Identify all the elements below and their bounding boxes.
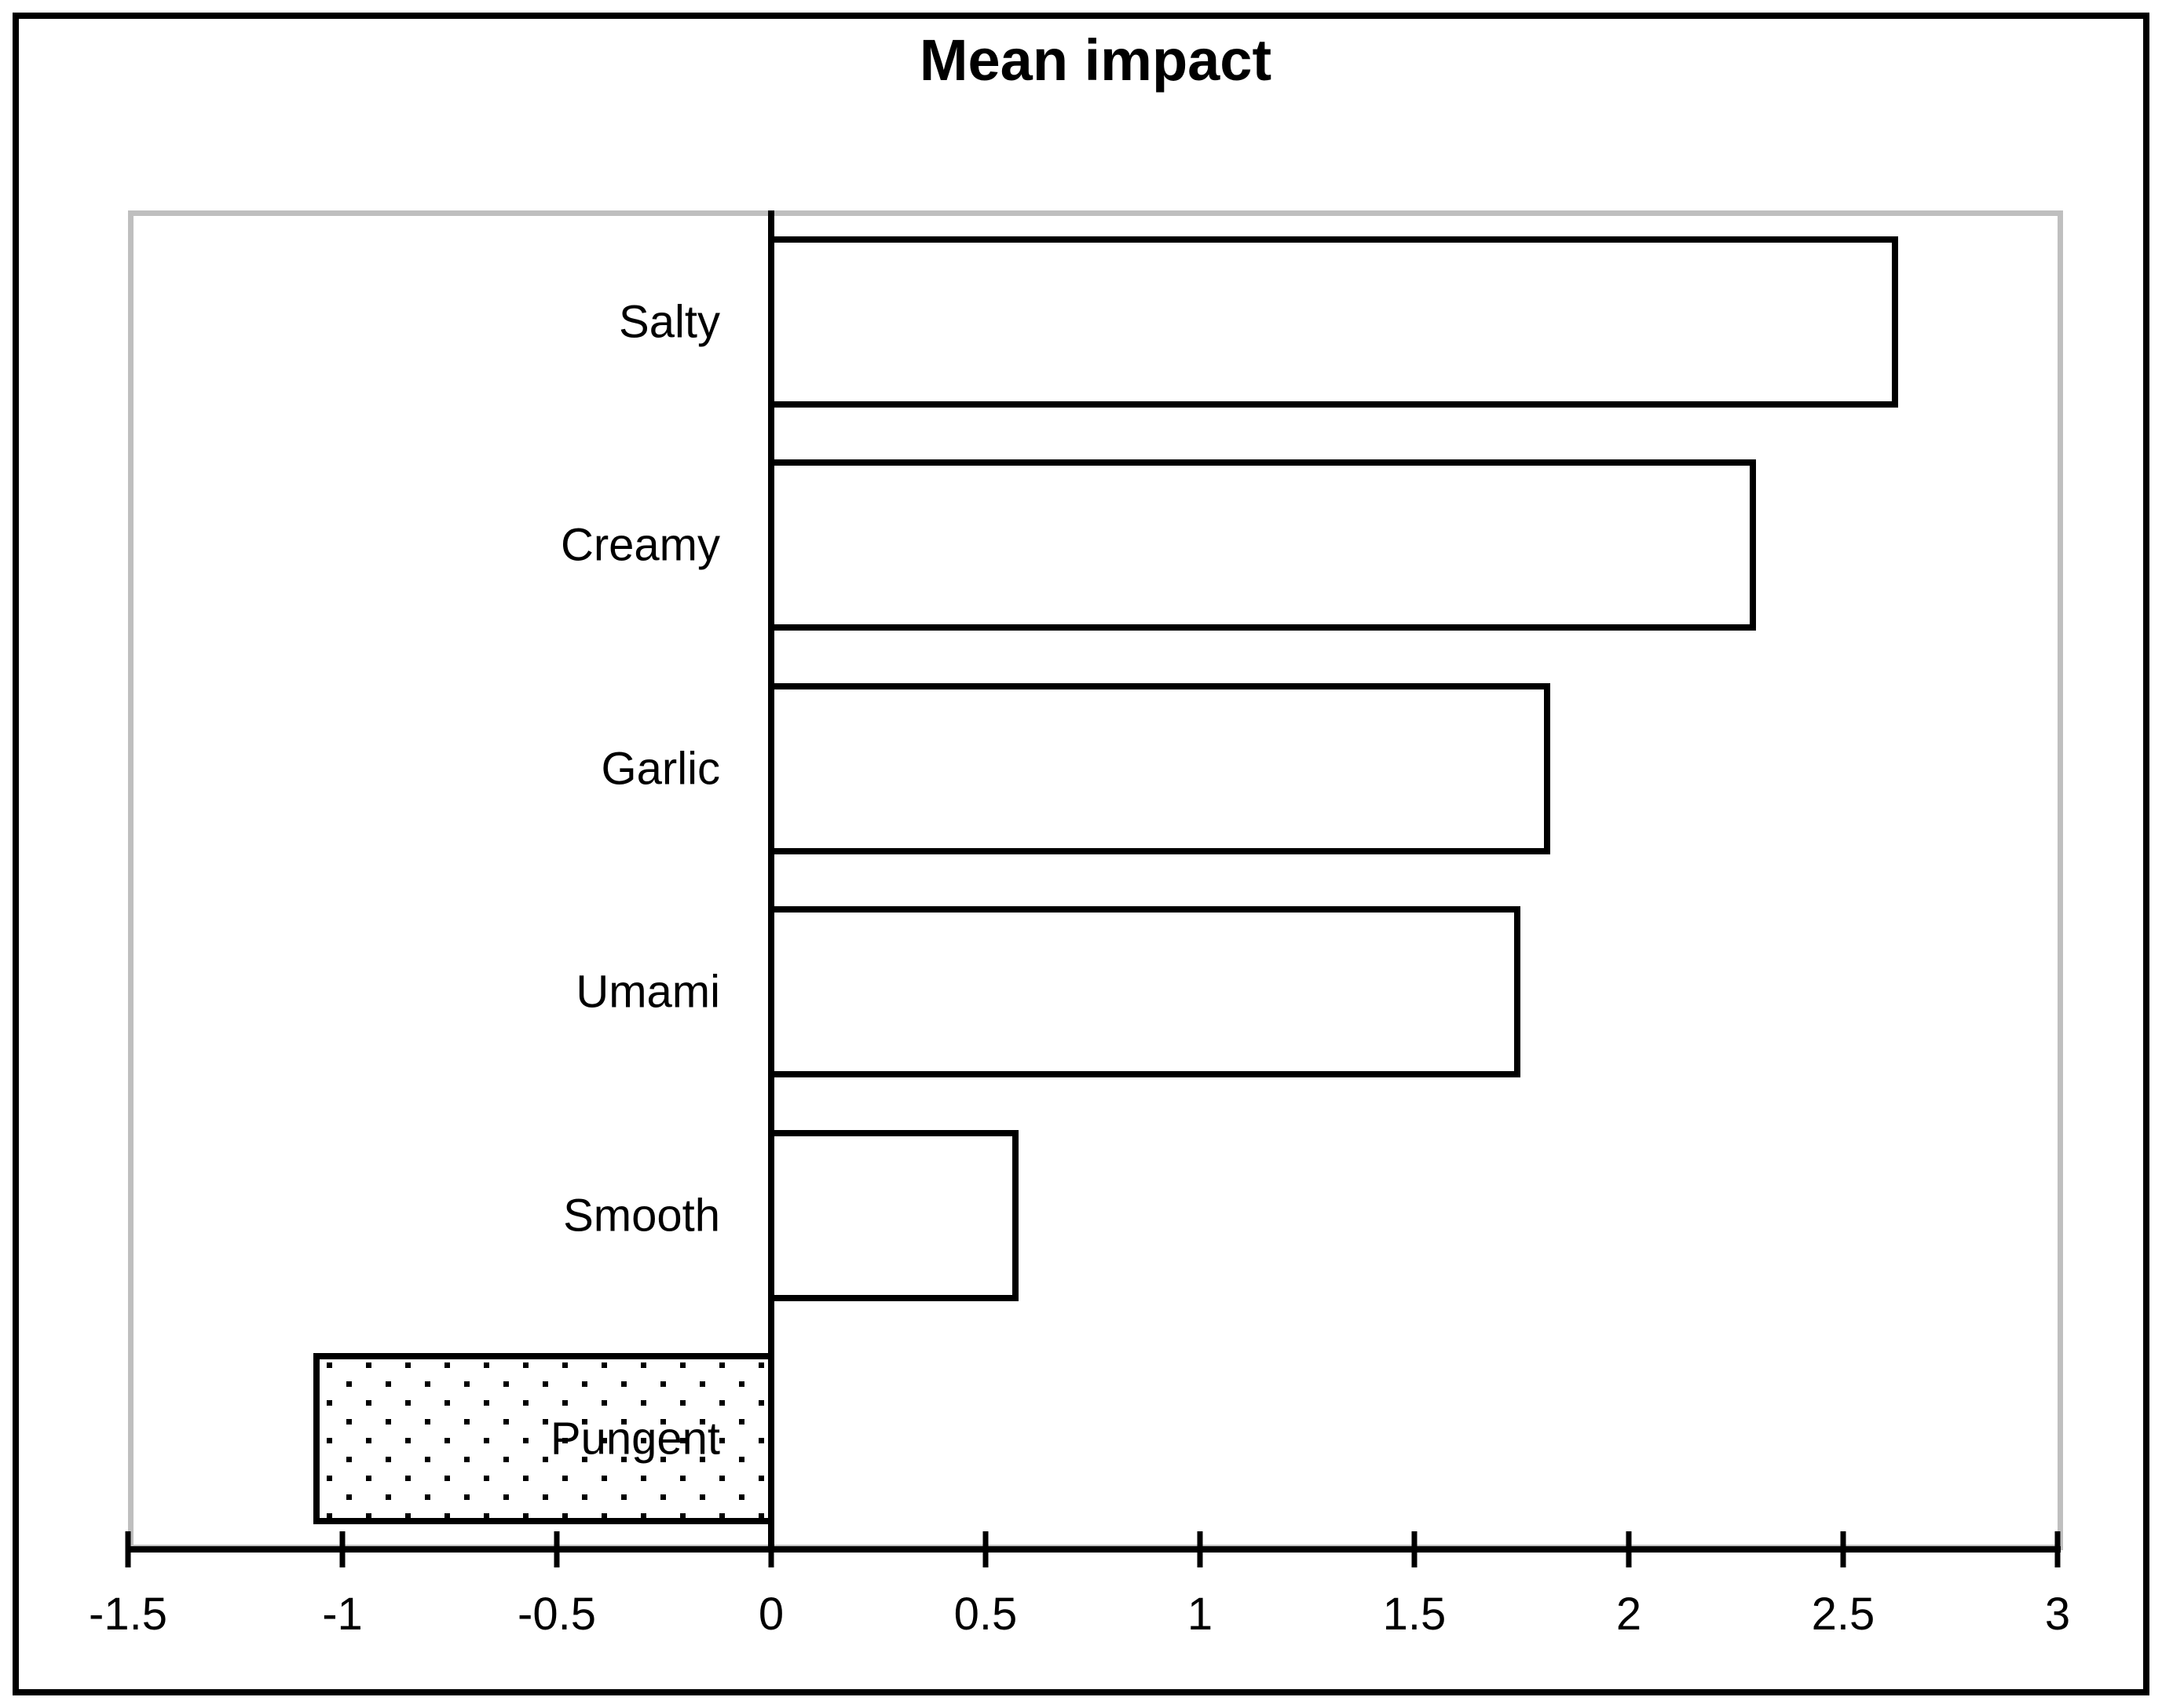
x-tick-mark: [1626, 1531, 1632, 1567]
bar-creamy: [768, 459, 1756, 631]
x-tick-label: 1: [1187, 1589, 1213, 1640]
x-tick-mark: [125, 1531, 131, 1567]
x-axis-line: [128, 1546, 2061, 1553]
x-tick-mark: [1197, 1531, 1203, 1567]
bar-salty: [768, 236, 1898, 408]
x-tick-mark: [982, 1531, 989, 1567]
x-tick-label: -1.5: [89, 1589, 167, 1640]
category-label-creamy: Creamy: [560, 519, 720, 571]
figure-border: [13, 13, 2149, 1695]
x-tick-label: 0.5: [953, 1589, 1018, 1640]
x-tick-mark: [768, 1531, 774, 1567]
x-tick-mark: [554, 1531, 560, 1567]
x-tick-label: 1.5: [1382, 1589, 1447, 1640]
chart-title: Mean impact: [919, 27, 1272, 93]
plot-area: [128, 210, 2063, 1550]
bar-garlic: [768, 683, 1550, 854]
bar-umami: [768, 906, 1520, 1077]
x-tick-mark: [1840, 1531, 1846, 1567]
x-tick-label: 3: [2044, 1589, 2071, 1640]
x-tick-label: -0.5: [518, 1589, 596, 1640]
zero-axis-line: [768, 210, 774, 1550]
category-label-salty: Salty: [619, 296, 720, 348]
category-label-pungent: Pungent: [550, 1413, 720, 1465]
x-tick-mark: [1411, 1531, 1418, 1567]
x-tick-label: -1: [322, 1589, 363, 1640]
x-tick-mark: [2054, 1531, 2061, 1567]
category-label-smooth: Smooth: [563, 1190, 720, 1242]
x-tick-mark: [339, 1531, 346, 1567]
category-label-umami: Umami: [576, 966, 720, 1018]
x-tick-label: 2.5: [1811, 1589, 1875, 1640]
x-tick-label: 0: [758, 1589, 785, 1640]
category-label-garlic: Garlic: [601, 743, 720, 795]
bar-pungent: [313, 1353, 774, 1524]
x-tick-label: 2: [1615, 1589, 1642, 1640]
bar-smooth: [768, 1130, 1019, 1301]
